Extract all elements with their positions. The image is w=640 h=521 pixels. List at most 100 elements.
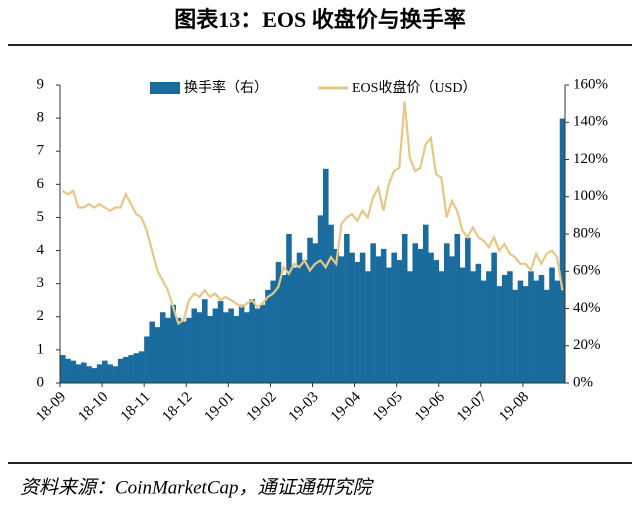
- bar: [549, 267, 555, 383]
- source: 资料来源：CoinMarketCap，通证通研究院: [20, 476, 374, 498]
- x-tick-label: 18-09: [33, 389, 69, 425]
- bar: [517, 280, 524, 383]
- legend-swatch: [150, 82, 180, 94]
- x-tick-label: 19-03: [286, 389, 322, 425]
- bar: [249, 299, 255, 383]
- bar: [317, 215, 324, 383]
- bar: [254, 308, 261, 383]
- bar: [507, 271, 513, 383]
- bar: [422, 224, 429, 383]
- bar: [407, 271, 413, 383]
- y2-tick-label: 100%: [573, 188, 608, 204]
- y-tick-label: 4: [37, 242, 45, 258]
- bar: [491, 252, 497, 383]
- bar: [333, 248, 340, 383]
- bar: [207, 315, 213, 383]
- bar: [223, 312, 229, 383]
- bar: [75, 364, 82, 383]
- bar: [438, 271, 445, 383]
- bar: [296, 252, 303, 383]
- bar: [65, 358, 71, 383]
- bar: [428, 252, 434, 383]
- bar: [212, 308, 219, 383]
- bar: [349, 252, 355, 383]
- x-tick-label: 19-01: [202, 389, 238, 425]
- x-tick-label: 19-04: [328, 389, 364, 425]
- bar: [286, 234, 292, 383]
- bar: [91, 368, 98, 383]
- bar: [480, 280, 487, 383]
- y2-tick-label: 160%: [573, 76, 608, 92]
- bar: [328, 224, 334, 383]
- y2-tick-label: 40%: [573, 300, 601, 316]
- y2-tick-label: 80%: [573, 225, 601, 241]
- bar: [370, 243, 376, 383]
- bar: [359, 252, 366, 383]
- bar: [465, 237, 471, 383]
- bar: [275, 261, 282, 383]
- bar: [522, 286, 529, 383]
- bar: [454, 234, 461, 383]
- y2-tick-label: 60%: [573, 263, 601, 279]
- bar: [123, 356, 129, 383]
- bar: [538, 274, 545, 383]
- bar: [512, 289, 518, 383]
- bar: [149, 321, 155, 383]
- bar: [391, 252, 397, 383]
- x-tick-label: 19-07: [454, 389, 490, 425]
- y-tick-label: 8: [37, 110, 45, 126]
- bar: [233, 315, 240, 383]
- bar: [323, 168, 329, 383]
- bar: [128, 355, 134, 383]
- bar: [280, 274, 287, 383]
- bar: [154, 327, 161, 383]
- bar: [86, 366, 92, 383]
- x-tick-label: 19-08: [496, 389, 532, 425]
- bar: [459, 267, 466, 383]
- bar: [259, 304, 266, 383]
- bar: [444, 243, 450, 383]
- bar: [265, 289, 271, 383]
- y-tick-label: 9: [37, 76, 45, 92]
- bar: [196, 312, 203, 383]
- y-tick-label: 3: [37, 275, 45, 291]
- bar: [170, 304, 177, 383]
- y-tick-label: 1: [37, 341, 45, 357]
- bar: [270, 280, 276, 383]
- bar: [186, 317, 192, 383]
- y-tick-label: 2: [37, 308, 45, 324]
- bar: [70, 360, 77, 383]
- bar: [559, 118, 566, 384]
- y2-tick-label: 0%: [573, 374, 593, 390]
- x-tick-label: 18-11: [118, 389, 154, 425]
- y-tick-label: 5: [37, 209, 45, 225]
- bar: [475, 263, 482, 383]
- bar: [291, 267, 298, 383]
- bar: [449, 256, 455, 383]
- bar: [365, 271, 371, 383]
- y2-tick-label: 20%: [573, 337, 601, 353]
- bar: [180, 321, 187, 383]
- bar: [486, 271, 492, 383]
- bar: [312, 243, 319, 383]
- bar: [533, 280, 539, 383]
- bar: [175, 317, 182, 383]
- x-tick-label: 19-06: [412, 389, 448, 425]
- bar: [496, 286, 503, 383]
- bar: [144, 336, 150, 383]
- bar: [433, 260, 440, 383]
- bar: [244, 312, 250, 383]
- y-tick-label: 0: [37, 374, 45, 390]
- x-tick-label: 18-10: [75, 389, 111, 425]
- bar: [96, 364, 103, 383]
- y2-tick-label: 140%: [573, 114, 608, 130]
- bar: [138, 351, 145, 383]
- bar: [307, 237, 313, 383]
- bar: [117, 358, 124, 383]
- bar: [228, 308, 234, 383]
- bar: [202, 299, 208, 383]
- bar: [60, 355, 66, 383]
- bar: [543, 289, 550, 383]
- x-tick-label: 19-02: [244, 389, 280, 425]
